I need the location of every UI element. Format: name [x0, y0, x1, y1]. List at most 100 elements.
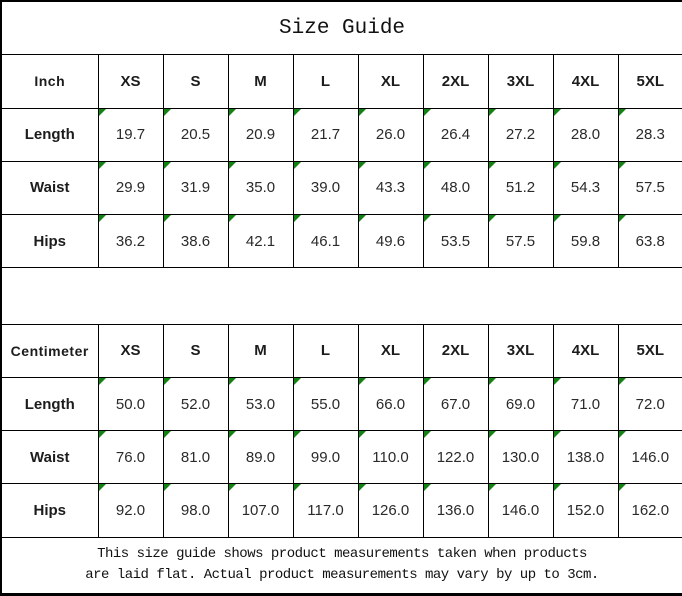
measurement-value-cell: 130.0	[487, 430, 554, 485]
measurement-value: 152.0	[566, 502, 605, 520]
inch-table-row-hips: Hips 36.2 38.6 42.1 46.1 49.6 53.5 57.5 59.8 63.8	[0, 214, 682, 269]
footer-note-line2: are laid flat. Actual product measuremen…	[85, 567, 599, 584]
measurement-value: 89.0	[245, 448, 276, 466]
green-corner-marker-icon	[164, 431, 171, 439]
measurement-value: 28.3	[635, 126, 665, 144]
green-corner-marker-icon	[554, 431, 561, 439]
measurement-value-cell: 107.0	[227, 483, 294, 538]
measurement-value: 36.2	[115, 232, 146, 250]
green-corner-marker-icon	[99, 109, 106, 116]
cm-table-row-length: Length 50.0 52.0 53.0 55.0 66.0 67.0 69.0 71.0 72…	[0, 376, 682, 432]
measurement-value: 67.0	[440, 395, 471, 413]
centimeter-section: Centimeter XS S M L XL 2XL 3XL 4XL 5XL Length 50.0 5…	[0, 323, 682, 538]
measurement-value: 31.9	[180, 179, 211, 197]
green-corner-marker-icon	[489, 109, 496, 116]
size-header-3xl: 3XL	[487, 54, 554, 109]
green-corner-marker-icon	[229, 215, 236, 223]
green-corner-marker-icon	[164, 378, 171, 385]
green-corner-marker-icon	[359, 484, 366, 492]
measurement-value-cell: 31.9	[162, 160, 229, 216]
green-corner-marker-icon	[489, 215, 496, 223]
measurement-value-cell: 98.0	[162, 483, 229, 538]
measurement-value-cell: 162.0	[617, 483, 682, 538]
measurement-value: 57.5	[635, 179, 665, 197]
measurement-value-cell: 76.0	[97, 430, 164, 485]
measurement-value-cell: 66.0	[357, 376, 424, 432]
measurement-value-cell: 53.5	[422, 214, 489, 269]
measurement-label: Hips	[0, 214, 99, 269]
measurement-value-cell: 63.8	[617, 214, 682, 269]
measurement-value: 46.1	[310, 232, 341, 250]
measurement-value: 38.6	[180, 232, 211, 250]
green-corner-marker-icon	[619, 484, 626, 492]
measurement-value: 146.0	[501, 502, 540, 520]
measurement-value: 53.5	[440, 232, 471, 250]
measurement-value-cell: 71.0	[552, 376, 619, 432]
measurement-value: 42.1	[245, 232, 276, 250]
footer-note: This size guide shows product measuremen…	[0, 536, 682, 596]
green-corner-marker-icon	[424, 431, 431, 439]
cm-table-row-waist: Waist 76.0 81.0 89.0 99.0 110.0 122.0 130.0 138.…	[0, 430, 682, 485]
measurement-value-cell: 126.0	[357, 483, 424, 538]
green-corner-marker-icon	[99, 378, 106, 385]
green-corner-marker-icon	[619, 378, 626, 385]
measurement-value-cell: 69.0	[487, 376, 554, 432]
green-corner-marker-icon	[554, 109, 561, 116]
measurement-value-cell: 92.0	[97, 483, 164, 538]
measurement-value: 53.0	[245, 395, 276, 413]
measurement-value-cell: 35.0	[227, 160, 294, 216]
measurement-value: 27.2	[505, 126, 536, 144]
green-corner-marker-icon	[424, 162, 431, 169]
measurement-value-cell: 29.9	[97, 160, 164, 216]
green-corner-marker-icon	[554, 484, 561, 492]
measurement-value: 29.9	[115, 179, 146, 197]
measurement-value-cell: 146.0	[487, 483, 554, 538]
green-corner-marker-icon	[229, 431, 236, 439]
measurement-value: 117.0	[307, 502, 344, 520]
green-corner-marker-icon	[424, 378, 431, 385]
inch-table-row-waist: Waist 29.9 31.9 35.0 39.0 43.3 48.0 51.2 54.3 57.…	[0, 160, 682, 216]
size-header-l: L	[292, 323, 359, 378]
green-corner-marker-icon	[619, 431, 626, 439]
measurement-value-cell: 117.0	[292, 483, 359, 538]
measurement-value: 35.0	[245, 179, 276, 197]
measurement-value: 99.0	[310, 448, 341, 466]
green-corner-marker-icon	[229, 162, 236, 169]
measurement-value-cell: 67.0	[422, 376, 489, 432]
inch-section: Inch XS S M L XL 2XL 3XL 4XL 5XL Length 19.7 20.5 20.…	[0, 54, 682, 269]
green-corner-marker-icon	[294, 431, 301, 439]
green-corner-marker-icon	[294, 215, 301, 223]
measurement-value: 146.0	[631, 448, 670, 466]
cm-table-header-row: Centimeter XS S M L XL 2XL 3XL 4XL 5XL	[0, 323, 682, 378]
size-header-xs: XS	[97, 323, 164, 378]
footer-row: This size guide shows product measuremen…	[0, 536, 682, 596]
green-corner-marker-icon	[489, 484, 496, 492]
measurement-value-cell: 152.0	[552, 483, 619, 538]
measurement-value: 110.0	[372, 448, 409, 466]
measurement-value-cell: 136.0	[422, 483, 489, 538]
measurement-value-cell: 59.8	[552, 214, 619, 269]
measurement-value: 55.0	[310, 395, 341, 413]
size-header-4xl: 4XL	[552, 54, 619, 109]
green-corner-marker-icon	[359, 109, 366, 116]
measurement-label: Length	[0, 376, 99, 432]
measurement-value: 122.0	[436, 448, 475, 466]
size-header-2xl: 2XL	[422, 323, 489, 378]
size-header-2xl: 2XL	[422, 54, 489, 109]
measurement-value: 26.4	[440, 126, 471, 144]
green-corner-marker-icon	[229, 484, 236, 492]
green-corner-marker-icon	[554, 378, 561, 385]
measurement-value: 126.0	[371, 502, 410, 520]
spacer-row	[0, 267, 682, 325]
measurement-value: 71.0	[570, 395, 601, 413]
green-corner-marker-icon	[99, 215, 106, 223]
measurement-value: 28.0	[570, 126, 601, 144]
size-header-m: M	[227, 323, 294, 378]
green-corner-marker-icon	[619, 109, 626, 116]
measurement-value-cell: 26.0	[357, 107, 424, 162]
measurement-value-cell: 42.1	[227, 214, 294, 269]
measurement-value: 92.0	[115, 502, 146, 520]
green-corner-marker-icon	[359, 378, 366, 385]
green-corner-marker-icon	[554, 162, 561, 169]
